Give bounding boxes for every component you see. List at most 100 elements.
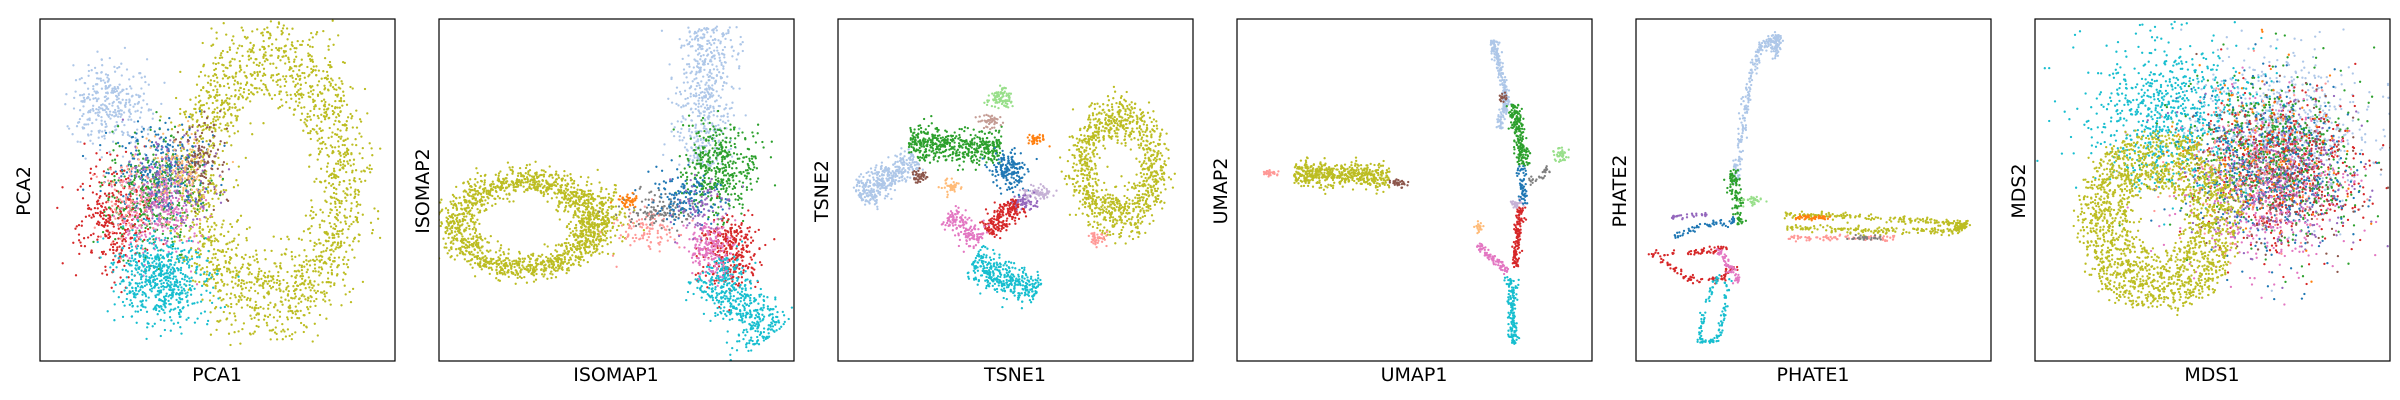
data-point	[213, 271, 217, 274]
data-point	[126, 292, 129, 296]
data-point	[134, 267, 137, 270]
data-point	[350, 202, 353, 205]
data-point	[300, 43, 303, 47]
data-point	[162, 263, 165, 266]
data-point	[111, 140, 115, 143]
data-point	[214, 123, 217, 127]
data-point	[132, 155, 135, 158]
data-point	[96, 114, 100, 117]
data-point	[305, 270, 308, 274]
data-point	[235, 269, 238, 272]
data-point	[216, 269, 219, 272]
data-point	[163, 189, 167, 193]
data-point	[452, 242, 455, 245]
data-point	[235, 179, 238, 182]
data-point	[97, 108, 100, 112]
data-point	[112, 149, 115, 152]
data-point	[277, 271, 280, 274]
data-point	[134, 258, 137, 261]
data-point	[303, 76, 306, 79]
data-point	[276, 79, 280, 82]
data-point	[100, 135, 104, 138]
data-point	[175, 205, 178, 209]
data-point	[378, 236, 382, 240]
data-point	[207, 230, 211, 234]
data-point	[355, 126, 359, 129]
data-point	[269, 34, 272, 37]
data-point	[136, 305, 139, 308]
data-point	[334, 205, 337, 209]
data-point	[315, 177, 318, 181]
data-point	[266, 12, 268, 14]
data-point	[221, 193, 225, 196]
data-point	[275, 265, 278, 268]
data-point	[310, 225, 313, 228]
data-point	[113, 85, 116, 89]
data-point	[147, 191, 150, 194]
data-point	[119, 198, 122, 201]
data-point	[334, 93, 337, 97]
data-point	[198, 123, 201, 127]
data-point	[197, 247, 201, 251]
data-point	[263, 28, 266, 31]
data-point	[337, 235, 340, 238]
data-point	[278, 310, 282, 314]
data-point	[309, 86, 313, 89]
data-point	[121, 246, 124, 249]
data-point	[213, 79, 216, 83]
data-point	[121, 215, 125, 218]
data-point	[139, 187, 143, 191]
data-point	[265, 321, 268, 325]
data-point	[165, 201, 168, 205]
data-point	[275, 338, 279, 341]
data-point	[315, 297, 318, 301]
data-point	[339, 96, 343, 100]
data-point	[235, 303, 238, 306]
data-point	[264, 73, 267, 77]
data-point	[299, 87, 302, 90]
data-point	[140, 130, 143, 133]
data-point	[183, 248, 186, 252]
data-point	[180, 196, 184, 199]
data-point	[123, 220, 127, 223]
data-point	[221, 223, 224, 226]
data-point	[138, 236, 141, 239]
data-point	[80, 220, 84, 223]
data-point	[109, 153, 112, 156]
data-point	[348, 182, 351, 186]
data-point	[148, 202, 151, 205]
data-point	[150, 264, 153, 268]
data-point	[214, 287, 217, 290]
data-point	[134, 153, 137, 156]
data-point	[141, 179, 144, 182]
data-point	[237, 283, 240, 286]
data-point	[126, 131, 129, 134]
data-point	[217, 240, 220, 243]
data-point	[169, 308, 173, 311]
data-point	[214, 155, 217, 158]
data-point	[339, 240, 343, 243]
data-point	[274, 303, 277, 306]
data-point	[320, 147, 324, 151]
data-point	[180, 170, 184, 173]
data-point	[215, 266, 219, 270]
data-point	[121, 242, 124, 245]
data-point	[134, 206, 137, 209]
data-point	[203, 190, 207, 194]
data-point	[321, 281, 324, 284]
data-point	[200, 145, 204, 148]
data-point	[236, 115, 239, 118]
data-point	[119, 231, 122, 235]
data-point	[237, 95, 240, 99]
data-point	[171, 295, 174, 298]
data-point	[160, 239, 163, 242]
data-point	[165, 179, 168, 182]
data-point	[124, 103, 127, 106]
data-point	[195, 83, 199, 86]
data-point	[313, 244, 316, 248]
data-point	[293, 46, 296, 50]
data-point	[216, 281, 219, 284]
data-point	[302, 260, 305, 264]
data-point	[122, 195, 125, 198]
data-point	[172, 209, 176, 212]
